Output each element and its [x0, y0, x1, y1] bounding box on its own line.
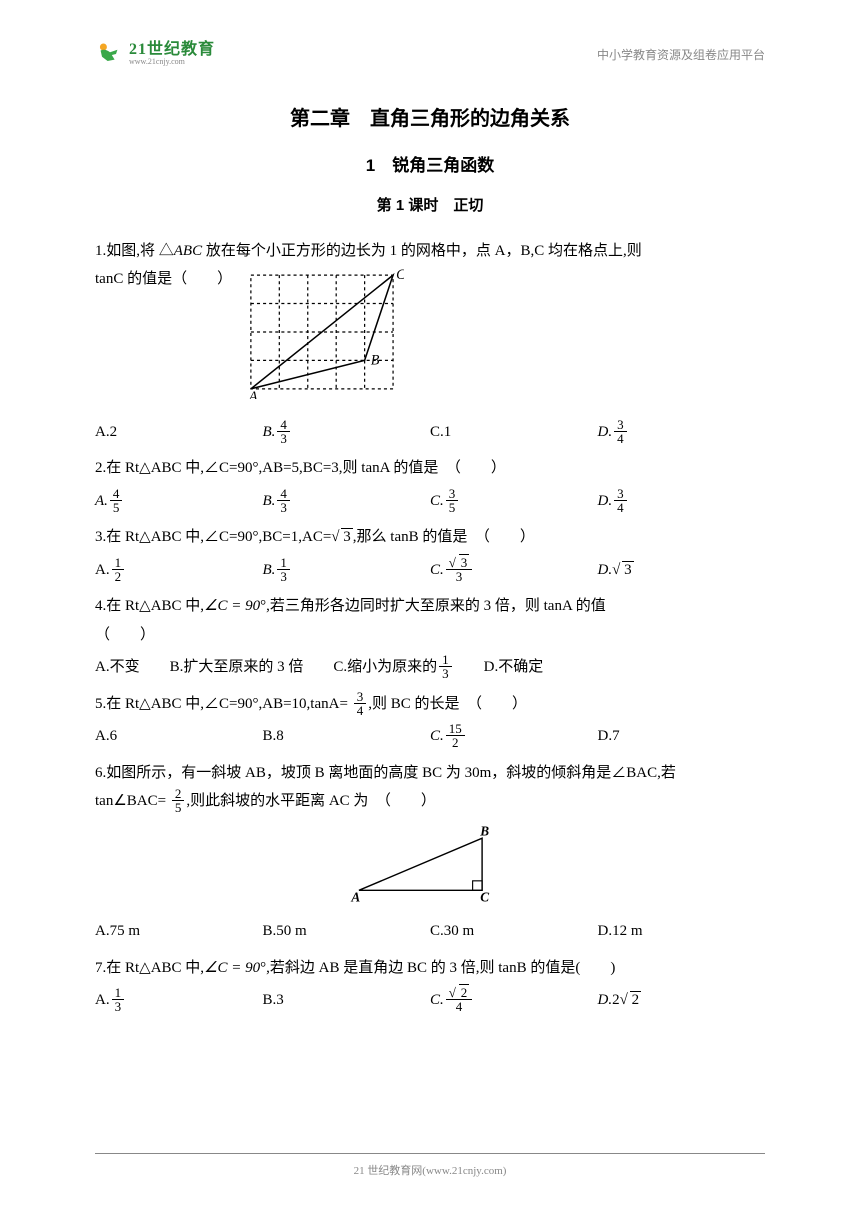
q6-opt-a: A.75 m [95, 917, 263, 946]
page-header: 21世纪教育 www.21cnjy.com 中小学教育资源及组卷应用平台 [95, 40, 765, 68]
q6-figure: A B C [340, 824, 520, 909]
q4-opt-c: C.缩小为原来的 13 [333, 653, 453, 682]
question-3: 3.在 Rt△ABC 中,∠C=90°,BC=1,AC=3,那么 tanB 的值… [95, 523, 765, 584]
q5-opt-c: C.152 [430, 722, 598, 751]
q5-opt-d: D.7 [598, 722, 766, 751]
q7-options: A. 13 B.3 C.24 D.22 [95, 986, 765, 1015]
q6-text-c: ,则此斜坡的水平距离 AC 为 （ ） [186, 793, 436, 809]
q5-options: A.6 B.8 C.152 D.7 [95, 722, 765, 751]
svg-text:B: B [479, 824, 489, 838]
q1-triangle: ABC [174, 243, 202, 259]
q2-text: 2.在 Rt△ABC 中,∠C=90°,AB=5,BC=3,则 tanA 的值是… [95, 454, 765, 483]
question-5: 5.在 Rt△ABC 中,∠C=90°,AB=10,tanA= 34,则 BC … [95, 690, 765, 751]
q5-text-a: 5.在 Rt△ABC 中,∠C=90°,AB=10,tanA= [95, 696, 352, 712]
q5-text-b: ,则 BC 的长是 （ ） [368, 696, 527, 712]
q1-text-c: tanC 的值是（ ） [95, 265, 232, 294]
q3-opt-c: C.33 [430, 556, 598, 585]
q4-opt-d: D.不确定 [484, 653, 544, 682]
q6-text-a: 6.如图所示，有一斜坡 AB，坡顶 B 离地面的高度 BC 为 30m，斜坡的倾… [95, 759, 765, 788]
q1-opt-a: A.2 [95, 418, 263, 447]
q4-opt-b: B.扩大至原来的 3 倍 [170, 653, 304, 682]
q5-opt-b: B.8 [263, 722, 431, 751]
question-6: 6.如图所示，有一斜坡 AB，坡顶 B 离地面的高度 BC 为 30m，斜坡的倾… [95, 759, 765, 946]
header-subtitle: 中小学教育资源及组卷应用平台 [597, 46, 765, 63]
q7-opt-b: B.3 [263, 986, 431, 1015]
q6-opt-b: B.50 m [263, 917, 431, 946]
svg-text:C: C [480, 889, 489, 904]
q4-options: A.不变 B.扩大至原来的 3 倍 C.缩小为原来的 13 D.不确定 [95, 653, 765, 682]
q1-text-a: 1.如图,将 △ [95, 243, 174, 259]
logo-icon [95, 40, 123, 68]
q7-opt-c: C.24 [430, 986, 598, 1015]
q1-options: A.2 B.43 C.1 D.34 [95, 418, 765, 447]
q7-text-a: 7.在 Rt△ABC 中, [95, 960, 204, 976]
svg-text:C: C [396, 269, 404, 283]
q1-opt-c: C.1 [430, 418, 598, 447]
q2-opt-d: D.34 [598, 487, 766, 516]
q6-text-b: tan∠BAC= [95, 793, 170, 809]
section-title: 1 锐角三角函数 [95, 150, 765, 182]
q4-text-b: °,若三角形各边同时扩大至原来的 3 倍，则 tanA 的值 [260, 598, 606, 614]
q3-text-b: ,那么 tanB 的值是 （ ） [353, 529, 535, 545]
svg-text:A: A [248, 389, 258, 399]
question-1: 1.如图,将 △ABC 放在每个小正方形的边长为 1 的网格中，点 A，B,C … [95, 237, 765, 447]
question-2: 2.在 Rt△ABC 中,∠C=90°,AB=5,BC=3,则 tanA 的值是… [95, 454, 765, 515]
logo-title: 21世纪教育 [129, 42, 215, 58]
q2-options: A.45 B.43 C.35 D.34 [95, 487, 765, 516]
q4-opt-a: A.不变 [95, 653, 140, 682]
q2-opt-b: B.43 [263, 487, 431, 516]
page-footer: 21 世纪教育网(www.21cnjy.com) [95, 1153, 765, 1178]
q7-text-b: °,若斜边 AB 是直角边 BC 的 3 倍,则 tanB 的值是( ) [260, 960, 615, 976]
lesson-title: 第 1 课时 正切 [95, 192, 765, 221]
chapter-title: 第二章 直角三角形的边角关系 [95, 100, 765, 138]
q2-opt-c: C.35 [430, 487, 598, 516]
svg-text:B: B [371, 353, 380, 369]
logo-url: www.21cnjy.com [129, 58, 215, 66]
q1-text-b: 放在每个小正方形的边长为 1 的网格中，点 A，B,C 均在格点上,则 [202, 243, 642, 259]
q2-opt-a: A.45 [95, 487, 263, 516]
q6-opt-d: D.12 m [598, 917, 766, 946]
question-7: 7.在 Rt△ABC 中,∠C = 90°,若斜边 AB 是直角边 BC 的 3… [95, 954, 765, 1015]
q6-options: A.75 m B.50 m C.30 m D.12 m [95, 917, 765, 946]
q4-blank: （ ） [95, 621, 765, 650]
logo: 21世纪教育 www.21cnjy.com [95, 40, 215, 68]
q3-text-a: 3.在 Rt△ABC 中,∠C=90°,BC=1,AC= [95, 529, 331, 545]
q1-figure: C B A [244, 269, 404, 410]
q5-opt-a: A.6 [95, 722, 263, 751]
q1-opt-b: B.43 [263, 418, 431, 447]
q3-opt-a: A. 12 [95, 556, 263, 585]
q7-opt-d: D.22 [598, 986, 766, 1015]
q6-opt-c: C.30 m [430, 917, 598, 946]
q3-opt-b: B.13 [263, 556, 431, 585]
document-body: 第二章 直角三角形的边角关系 1 锐角三角函数 第 1 课时 正切 1.如图,将… [95, 100, 765, 1023]
q7-opt-a: A. 13 [95, 986, 263, 1015]
q4-text-a: 4.在 Rt△ABC 中, [95, 598, 204, 614]
q3-options: A. 12 B.13 C.33 D.3 [95, 556, 765, 585]
q1-opt-d: D.34 [598, 418, 766, 447]
question-4: 4.在 Rt△ABC 中,∠C = 90°,若三角形各边同时扩大至原来的 3 倍… [95, 592, 765, 682]
q3-opt-d: D.3 [598, 556, 766, 585]
svg-text:A: A [350, 889, 360, 904]
